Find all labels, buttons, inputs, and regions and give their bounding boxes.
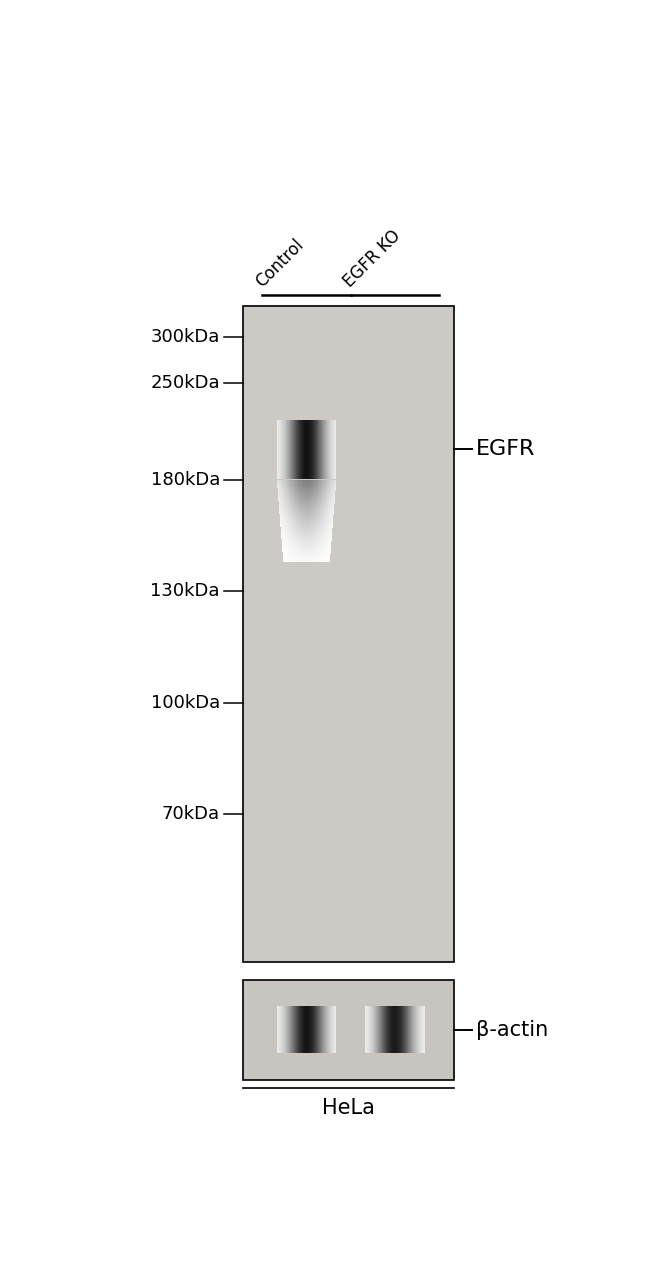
Text: EGFR: EGFR (476, 439, 535, 460)
Text: Control: Control (252, 236, 308, 291)
Bar (244, 306, 454, 961)
Text: 250kDa: 250kDa (151, 374, 220, 392)
Text: 70kDa: 70kDa (162, 805, 220, 823)
Text: β-actin: β-actin (476, 1020, 549, 1039)
Bar (244, 979, 454, 1080)
Text: 180kDa: 180kDa (151, 471, 220, 489)
Text: 100kDa: 100kDa (151, 694, 220, 712)
Text: 130kDa: 130kDa (151, 582, 220, 600)
Text: HeLa: HeLa (322, 1098, 375, 1117)
Text: 300kDa: 300kDa (151, 328, 220, 346)
Text: EGFR KO: EGFR KO (341, 227, 405, 291)
